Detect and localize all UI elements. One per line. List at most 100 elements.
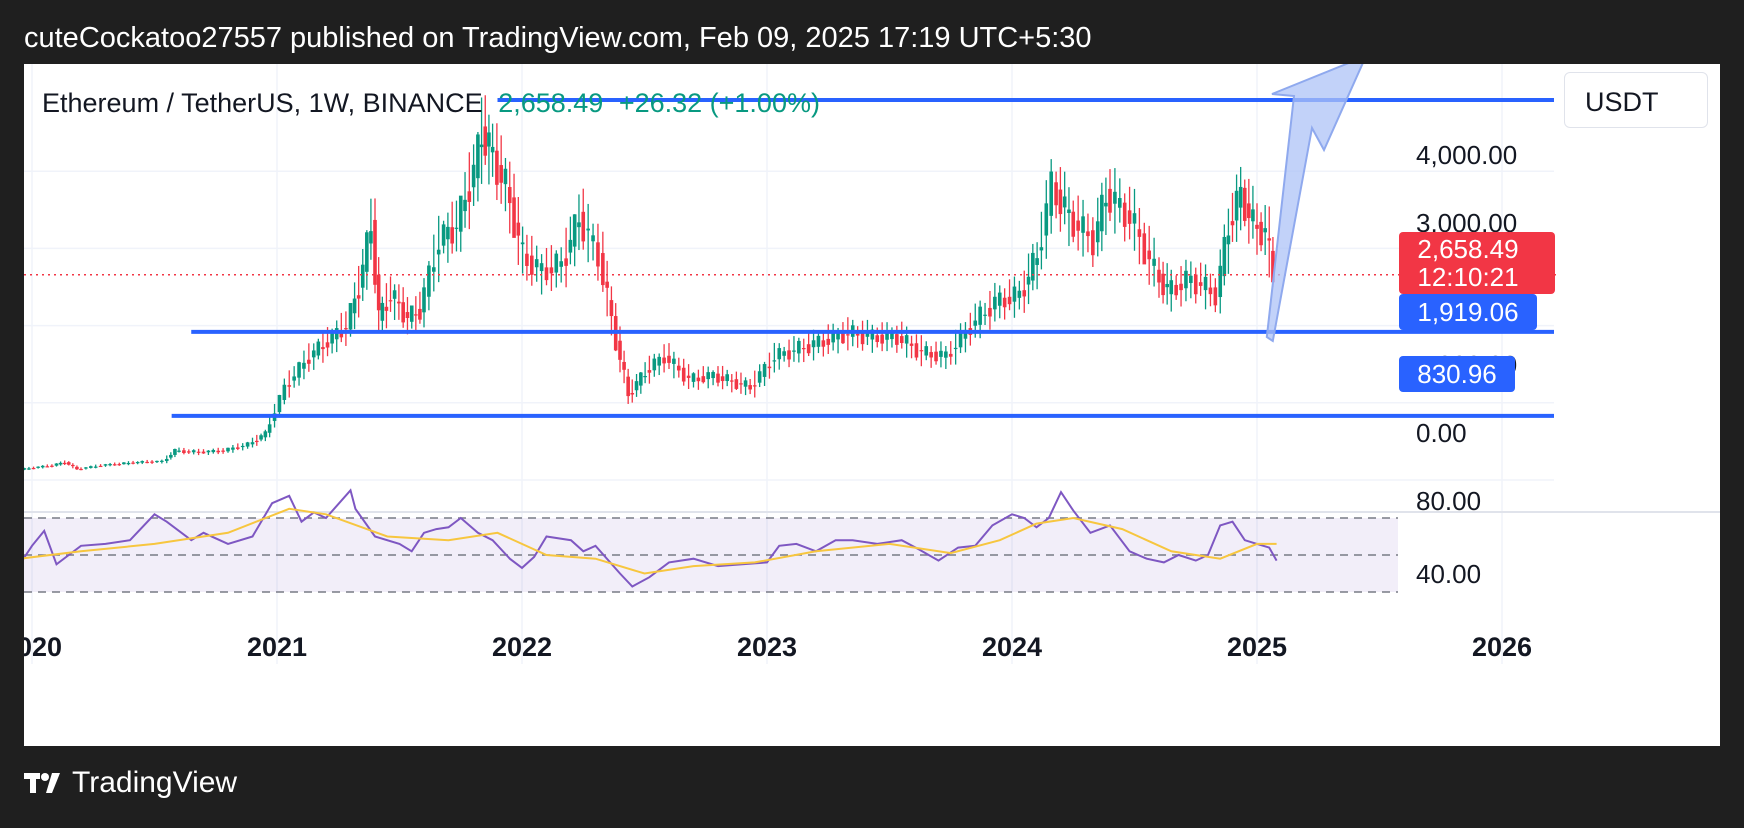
candle-body xyxy=(84,467,88,469)
candle-body xyxy=(626,376,630,397)
candle-body xyxy=(330,331,334,344)
candle-body xyxy=(939,350,943,357)
time-axis-label: 2025 xyxy=(1227,632,1287,662)
candle-body xyxy=(1104,202,1108,207)
candle-body xyxy=(1161,273,1165,296)
candle-body xyxy=(267,424,272,433)
tradingview-wordmark: TradingView xyxy=(72,766,238,799)
candle-body xyxy=(1081,216,1085,233)
candle-body xyxy=(520,242,525,245)
candle-body xyxy=(743,380,748,387)
candle-body xyxy=(647,370,652,373)
candle-body xyxy=(369,231,373,244)
candle-body xyxy=(458,195,463,232)
candle-body xyxy=(711,371,715,379)
candle-body xyxy=(140,461,145,463)
projection-arrow[interactable] xyxy=(1265,64,1366,343)
candle-body xyxy=(944,351,948,358)
candle-body xyxy=(1222,236,1227,277)
candle-body xyxy=(1031,252,1035,281)
candle-body xyxy=(865,333,870,337)
candle-body xyxy=(1259,221,1263,246)
candle-body xyxy=(772,360,777,362)
candle-body xyxy=(66,462,71,465)
candle-body xyxy=(1022,290,1027,297)
candle-body xyxy=(155,460,159,463)
candle-body xyxy=(1017,290,1022,298)
candle-body xyxy=(450,227,454,244)
candle-body xyxy=(993,296,997,310)
candle-body xyxy=(752,385,757,387)
time-axis-label: 2026 xyxy=(1472,632,1532,662)
candle-body xyxy=(36,466,40,468)
candle-body xyxy=(436,249,441,255)
candle-body xyxy=(360,264,365,288)
candle-body xyxy=(1100,194,1104,232)
candle-body xyxy=(117,464,122,466)
candle-body xyxy=(316,341,321,356)
candle-body xyxy=(112,464,117,466)
candle-body xyxy=(1242,187,1247,221)
currency-button[interactable]: USDT xyxy=(1564,72,1708,128)
level-badge-830 xyxy=(1399,356,1515,392)
symbol-change: +26.32 (+1.00%) xyxy=(618,88,820,118)
tradingview-logo-icon xyxy=(24,773,60,793)
candle-body xyxy=(672,358,676,364)
rsi-ma-line xyxy=(24,507,1277,575)
candle-body xyxy=(463,199,467,212)
candle-body xyxy=(1230,221,1235,226)
last-price-badge xyxy=(1399,232,1555,294)
candle-body xyxy=(409,305,414,322)
candle-body xyxy=(720,376,725,382)
candle-body xyxy=(1271,250,1275,283)
candle-body xyxy=(467,191,472,202)
candle-body xyxy=(454,227,459,229)
candle-body xyxy=(934,351,938,362)
candle-body xyxy=(1012,286,1017,302)
candle-body xyxy=(177,450,181,452)
candle-body xyxy=(677,365,681,371)
candle-body xyxy=(414,314,418,316)
candle-body xyxy=(792,350,796,352)
candle-body xyxy=(58,462,63,465)
price-tick-0: 0.00 xyxy=(1416,418,1467,448)
candle-body xyxy=(108,464,112,466)
candle-body xyxy=(643,376,647,378)
candle-body xyxy=(1137,229,1142,237)
candle-body xyxy=(581,211,586,242)
candle-body xyxy=(282,384,287,400)
candle-body xyxy=(988,307,992,317)
time-axis-label: 2022 xyxy=(492,632,552,662)
candle-body xyxy=(1127,210,1132,224)
candle-body xyxy=(777,348,782,360)
chart-panel[interactable]: 4,000.003,000.001,000.000.002,658.4912:1… xyxy=(24,64,1720,746)
candle-body xyxy=(126,462,131,465)
time-axis-label: 2023 xyxy=(737,632,797,662)
tradingview-brand: TradingView xyxy=(24,766,237,800)
candle-body xyxy=(577,222,581,228)
candle-body xyxy=(806,344,811,354)
candle-body xyxy=(344,328,348,330)
candle-body xyxy=(630,392,635,395)
candle-body xyxy=(1142,233,1147,265)
candle-body xyxy=(586,228,590,231)
candle-body xyxy=(706,372,710,380)
price-chart[interactable]: 4,000.003,000.001,000.000.002,658.4912:1… xyxy=(24,64,1720,746)
candle-body xyxy=(739,383,743,385)
candle-body xyxy=(1049,171,1053,216)
candle-body xyxy=(24,468,27,470)
candle-body xyxy=(307,359,311,364)
candle-body xyxy=(1165,283,1169,288)
candle-body xyxy=(71,464,75,467)
candle-body xyxy=(591,235,595,242)
candle-body xyxy=(236,447,240,449)
candle-body xyxy=(1247,203,1251,219)
candle-body xyxy=(348,303,353,330)
candle-body xyxy=(93,466,98,468)
candle-body xyxy=(554,253,559,273)
candle-body xyxy=(516,222,521,236)
candle-body xyxy=(365,232,369,272)
candle-body xyxy=(388,300,393,302)
candle-body xyxy=(405,312,410,319)
